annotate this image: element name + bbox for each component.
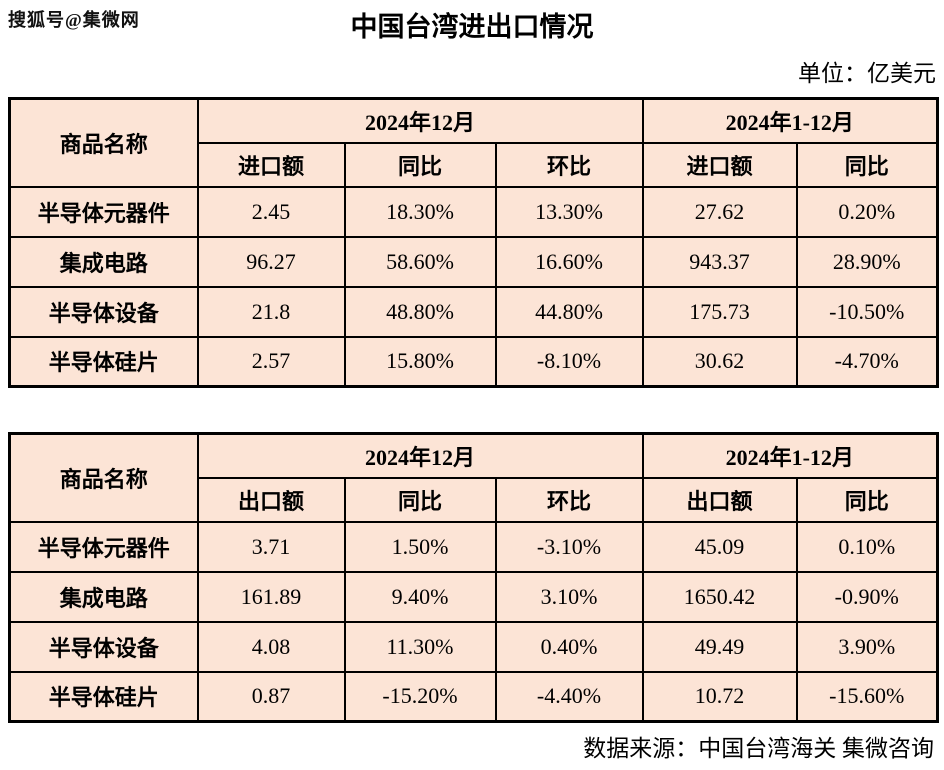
table-cell: 1.50% — [343, 520, 497, 573]
table-cell: -0.90% — [795, 570, 939, 623]
table-cell: -4.70% — [795, 335, 939, 388]
table-cell: 15.80% — [343, 335, 497, 388]
table-cell: 58.60% — [343, 235, 497, 288]
table-cell: 13.30% — [494, 185, 644, 238]
export-table-body: 半导体元器件 3.71 1.50% -3.10% 45.09 0.10% 集成电… — [8, 520, 939, 723]
table-cell: 1650.42 — [641, 570, 798, 623]
import-table: 商品名称 2024年12月 2024年1-12月 进口额 同比 环比 进口额 同… — [8, 97, 940, 388]
table-cell: -8.10% — [494, 335, 644, 388]
table-cell: 0.40% — [494, 620, 644, 673]
page-title: 中国台湾进出口情况 — [350, 12, 594, 42]
table-cell: 18.30% — [343, 185, 497, 238]
header-row-subcolumns: 进口额 同比 环比 进口额 同比 — [10, 141, 939, 188]
table-cell: 3.71 — [196, 520, 346, 573]
product-name-cell: 半导体硅片 — [8, 335, 199, 388]
table-cell: 0.20% — [795, 185, 939, 238]
header-row-groups: 商品名称 2024年12月 2024年1-12月 — [8, 432, 939, 523]
header-mom-dec: 环比 — [494, 141, 644, 188]
table-cell: 2.45 — [196, 185, 346, 238]
unit-label: 单位：亿美元 — [798, 61, 936, 86]
header-group-year2024: 2024年1-12月 — [641, 97, 939, 144]
product-name-cell: 半导体元器件 — [8, 520, 199, 573]
header-yoy-year: 同比 — [795, 141, 939, 188]
header-product: 商品名称 — [8, 97, 199, 188]
table-cell: 27.62 — [641, 185, 798, 238]
header-import-value-year: 进口额 — [641, 141, 798, 188]
header-product: 商品名称 — [8, 432, 199, 523]
table-cell: -4.40% — [494, 670, 644, 723]
import-table-body: 半导体元器件 2.45 18.30% 13.30% 27.62 0.20% 集成… — [8, 185, 939, 388]
table-cell: 44.80% — [494, 285, 644, 338]
table-cell: 175.73 — [641, 285, 798, 338]
header-export-value-dec: 出口额 — [196, 476, 346, 523]
table-cell: 3.10% — [494, 570, 644, 623]
table-cell: -15.20% — [343, 670, 497, 723]
table-cell: 0.87 — [196, 670, 346, 723]
table-cell: 10.72 — [641, 670, 798, 723]
table-cell: 943.37 — [641, 235, 798, 288]
header-mom-dec: 环比 — [494, 476, 644, 523]
table-cell: 16.60% — [494, 235, 644, 288]
table-cell: 96.27 — [196, 235, 346, 288]
table-cell: 21.8 — [196, 285, 346, 338]
table-cell: 45.09 — [641, 520, 798, 573]
product-name-cell: 半导体元器件 — [8, 185, 199, 238]
table-cell: 3.90% — [795, 620, 939, 673]
table-cell: -10.50% — [795, 285, 939, 338]
table-cell: 0.10% — [795, 520, 939, 573]
table-cell: 161.89 — [196, 570, 346, 623]
header-export-value-year: 出口额 — [641, 476, 798, 523]
header-import-value-dec: 进口额 — [196, 141, 346, 188]
table-row: 集成电路 96.27 58.60% 16.60% 943.37 28.90% — [8, 235, 939, 288]
table-row: 半导体硅片 2.57 15.80% -8.10% 30.62 -4.70% — [8, 335, 939, 388]
table-row: 半导体设备 4.08 11.30% 0.40% 49.49 3.90% — [8, 620, 939, 673]
header-row-subcolumns: 出口额 同比 环比 出口额 同比 — [10, 476, 939, 523]
watermark-sohu-jiweiwang: 搜狐号@集微网 — [8, 10, 140, 30]
table-cell: 49.49 — [641, 620, 798, 673]
header-row-groups: 商品名称 2024年12月 2024年1-12月 — [8, 97, 939, 188]
table-cell: 48.80% — [343, 285, 497, 338]
product-name-cell: 集成电路 — [8, 235, 199, 288]
header-group-dec2024: 2024年12月 — [196, 97, 644, 144]
table-row: 半导体设备 21.8 48.80% 44.80% 175.73 -10.50% — [8, 285, 939, 338]
table-cell: 28.90% — [795, 235, 939, 288]
table-cell: 11.30% — [343, 620, 497, 673]
header-group-dec2024: 2024年12月 — [196, 432, 644, 479]
product-name-cell: 半导体设备 — [8, 620, 199, 673]
table-cell: 4.08 — [196, 620, 346, 673]
product-name-cell: 集成电路 — [8, 570, 199, 623]
header-yoy-dec: 同比 — [343, 141, 497, 188]
table-row: 半导体元器件 3.71 1.50% -3.10% 45.09 0.10% — [8, 520, 939, 573]
table-row: 集成电路 161.89 9.40% 3.10% 1650.42 -0.90% — [8, 570, 939, 623]
export-table: 商品名称 2024年12月 2024年1-12月 出口额 同比 环比 出口额 同… — [8, 432, 940, 723]
table-cell: -3.10% — [494, 520, 644, 573]
header-group-year2024: 2024年1-12月 — [641, 432, 939, 479]
product-name-cell: 半导体设备 — [8, 285, 199, 338]
table-cell: 30.62 — [641, 335, 798, 388]
header-yoy-year: 同比 — [795, 476, 939, 523]
table-cell: 9.40% — [343, 570, 497, 623]
data-source-label: 数据来源：中国台湾海关 集微咨询 — [583, 736, 934, 761]
table-row: 半导体元器件 2.45 18.30% 13.30% 27.62 0.20% — [8, 185, 939, 238]
table-cell: 2.57 — [196, 335, 346, 388]
table-cell: -15.60% — [795, 670, 939, 723]
import-table-header: 商品名称 2024年12月 2024年1-12月 进口额 同比 环比 进口额 同… — [8, 97, 939, 188]
table-row: 半导体硅片 0.87 -15.20% -4.40% 10.72 -15.60% — [8, 670, 939, 723]
header-yoy-dec: 同比 — [343, 476, 497, 523]
export-table-header: 商品名称 2024年12月 2024年1-12月 出口额 同比 环比 出口额 同… — [8, 432, 939, 523]
product-name-cell: 半导体硅片 — [8, 670, 199, 723]
